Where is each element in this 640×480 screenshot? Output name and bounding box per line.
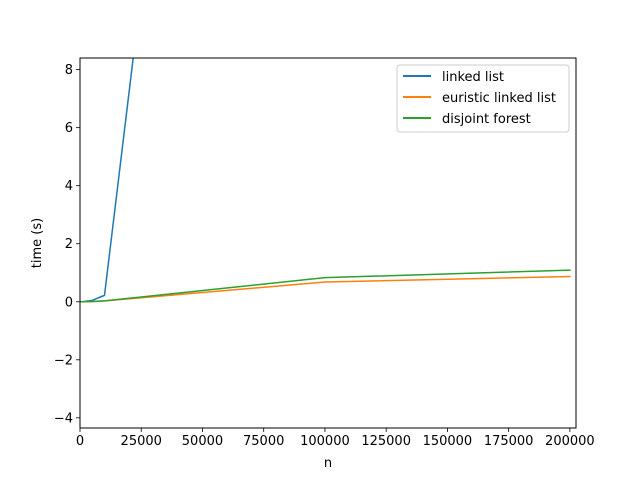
legend: linked list euristic linked list disjoin…: [396, 64, 570, 133]
y-tick-label: 6: [65, 121, 73, 136]
x-tick-label: 75000: [243, 434, 284, 449]
x-tick-label: 100000: [300, 434, 350, 449]
legend-label-linked-list: linked list: [442, 70, 504, 85]
y-axis-ticks: −4 −2 0 2 4 6 8: [54, 63, 80, 426]
plot-frame: [79, 57, 577, 429]
x-axis-ticks: 0 25000 50000 75000 100000 125000 150000 175000…: [76, 428, 595, 449]
x-tick-label: 150000: [423, 434, 473, 449]
x-tick-label: 125000: [361, 434, 411, 449]
x-tick-label: 25000: [121, 434, 162, 449]
x-tick-label: 200000: [545, 434, 595, 449]
legend-frame: [396, 64, 570, 133]
x-axis-label: n: [324, 456, 332, 471]
x-tick-label: 0: [76, 434, 84, 449]
legend-label-disjoint-forest: disjoint forest: [442, 112, 531, 127]
x-tick-label: 175000: [484, 434, 534, 449]
y-axis-label: time (s): [30, 218, 45, 268]
y-tick-label: −2: [54, 353, 73, 368]
y-tick-label: 2: [65, 237, 73, 252]
series-line-disjoint-forest: [80, 269, 571, 303]
y-tick-label: 0: [65, 295, 73, 310]
y-tick-label: 8: [65, 63, 73, 78]
series-layer: [80, 58, 571, 303]
x-tick-label: 50000: [182, 434, 223, 449]
legend-label-euristic-linked-list: euristic linked list: [442, 91, 556, 106]
y-tick-label: 4: [65, 179, 73, 194]
y-tick-label: −4: [54, 411, 73, 426]
